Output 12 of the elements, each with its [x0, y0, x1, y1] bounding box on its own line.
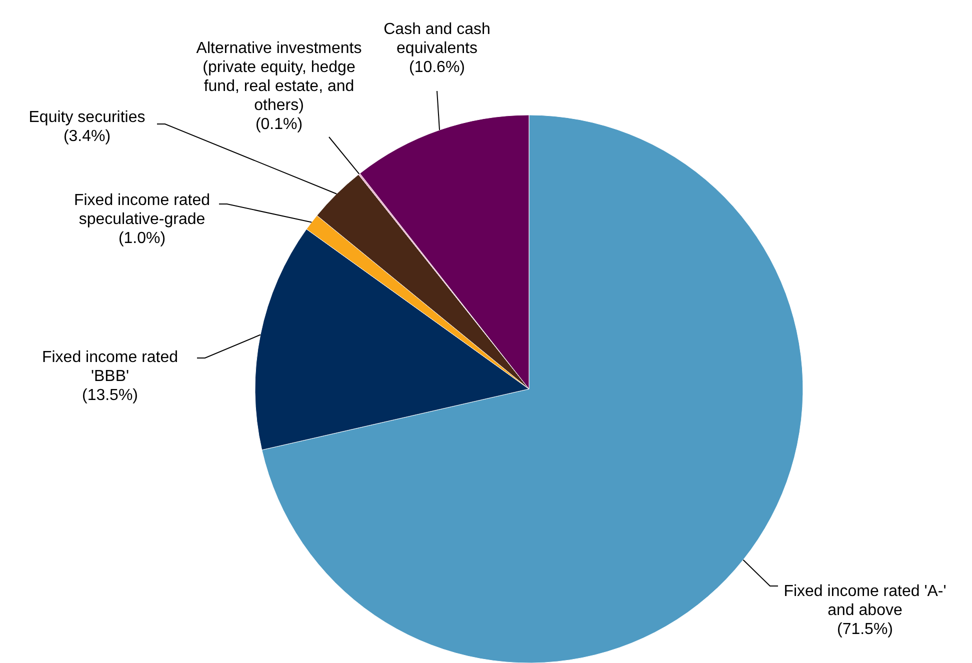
slice-label: Fixed income rated speculative-grade — [74, 192, 210, 228]
slice-label: Cash and cash equivalents — [384, 21, 490, 57]
data-label: (1.0%) — [118, 230, 166, 247]
slice-label: Fixed income rated 'A-' and above — [784, 583, 946, 619]
data-label: (3.4%) — [63, 128, 111, 145]
data-label: (10.6%) — [408, 59, 466, 76]
slice-label: Fixed income rated 'BBB' — [42, 349, 178, 385]
data-label: (71.5%) — [836, 621, 894, 638]
data-label: (13.5%) — [82, 387, 138, 404]
slice-label: Alternative investments (private equity, hedge fund, real estate, and others) — [196, 40, 362, 114]
slice-label: Equity securities — [28, 109, 146, 126]
data-label: (0.1%) — [255, 116, 303, 133]
